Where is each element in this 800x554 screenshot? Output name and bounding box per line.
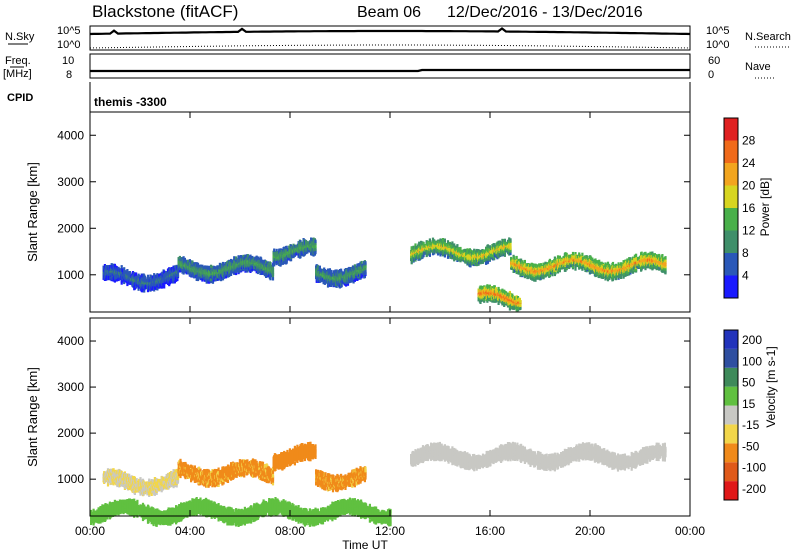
nave-label: Nave — [745, 61, 771, 73]
power-cell — [581, 253, 583, 257]
power-cell — [429, 253, 431, 257]
date-range: 12/Dec/2016 - 13/Dec/2016 — [447, 4, 643, 21]
power-cell — [509, 245, 511, 249]
power-cell — [487, 260, 489, 264]
power-cell — [444, 239, 446, 243]
power-cell — [464, 249, 466, 253]
power-cell — [453, 243, 455, 247]
power-echo-region — [103, 263, 180, 293]
power-cell — [572, 252, 574, 256]
power-echo-region — [273, 238, 317, 267]
power-cell — [557, 255, 559, 258]
power-cell — [364, 270, 366, 274]
power-cell — [238, 256, 240, 260]
power-cell — [123, 267, 125, 271]
power-cell — [554, 258, 556, 262]
power-cell — [364, 261, 366, 265]
noise-bottom-left: 10^0 — [57, 39, 81, 51]
power-cell — [658, 254, 660, 258]
power-cell — [272, 277, 274, 281]
power-echo-layer — [103, 237, 667, 311]
power-cell — [509, 238, 511, 242]
freq-line — [90, 70, 690, 71]
freq-panel — [90, 54, 690, 78]
power-cell — [635, 254, 637, 258]
power-cell — [661, 254, 663, 258]
power-echo-region — [478, 284, 522, 311]
power-echo-region — [315, 260, 367, 288]
power-cell — [314, 245, 316, 249]
noise-top-left: 10^5 — [57, 25, 81, 37]
cpid-label: CPID — [7, 92, 33, 104]
power-cell — [487, 244, 489, 248]
nsearch-label: N.Search — [745, 31, 791, 43]
power-cell — [456, 244, 458, 248]
power-cell — [429, 238, 431, 242]
rti-figure: Blackstone (fitACF) Beam 06 12/Dec/2016 … — [0, 0, 800, 554]
power-cell — [314, 240, 316, 244]
nsearch-line — [90, 45, 690, 48]
power-cell — [664, 256, 666, 260]
power-cell — [504, 239, 506, 243]
power-cell — [210, 265, 212, 269]
power-cell — [551, 273, 553, 277]
power-cell — [135, 272, 137, 276]
power-cell — [444, 254, 446, 258]
freq-top: 10 — [62, 55, 74, 67]
nave-top: 60 — [708, 55, 720, 67]
power-cell — [341, 284, 343, 288]
power-cell — [524, 260, 526, 264]
nsky-line — [90, 29, 690, 35]
power-cell — [121, 265, 123, 269]
nave-bottom: 0 — [708, 69, 714, 81]
freq-unit: [MHz] — [3, 68, 32, 80]
power-echo-region — [510, 252, 667, 282]
noise-top-right: 10^5 — [706, 25, 730, 37]
station-title: Blackstone (fitACF) — [92, 2, 238, 21]
power-cell — [177, 274, 179, 278]
noise-bottom-right: 10^0 — [706, 39, 730, 51]
power-cell — [516, 256, 518, 260]
power-cell — [336, 269, 338, 273]
cpid-value: themis -3300 — [94, 95, 167, 109]
power-cell — [163, 285, 165, 289]
freq-bottom: 8 — [66, 69, 72, 81]
power-cell — [330, 270, 332, 274]
beam-label: Beam 06 — [357, 4, 421, 21]
power-echo-region — [178, 254, 275, 284]
freq-label: Freq. — [5, 55, 31, 67]
power-cell — [447, 240, 449, 244]
power-cell — [273, 249, 275, 253]
power-echo-region — [410, 237, 512, 267]
power-cell — [238, 270, 240, 274]
power-cell — [632, 270, 634, 274]
nsky-label: N.Sky — [5, 31, 35, 43]
